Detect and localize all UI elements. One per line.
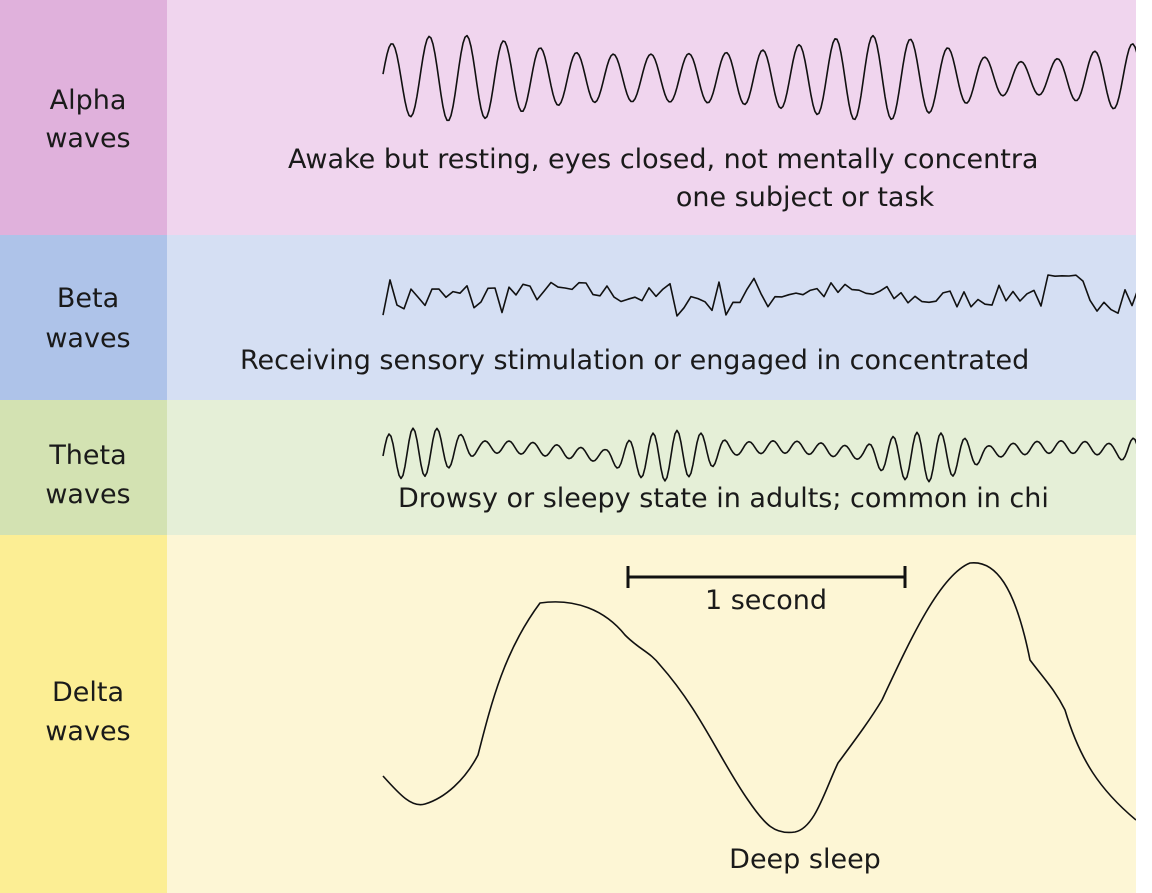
scale-bar-label: 1 second <box>705 585 827 616</box>
row-label: waves <box>45 323 130 354</box>
beta-wave <box>382 274 1136 317</box>
row-label: Alpha <box>50 85 127 116</box>
row-label: waves <box>45 716 130 747</box>
delta-bg <box>167 535 1136 893</box>
theta-bg <box>167 400 1136 535</box>
alpha-wave <box>382 34 1136 122</box>
row-description: Deep sleep <box>729 844 881 875</box>
row-label: Beta <box>57 283 119 314</box>
beta-label-bg <box>0 235 167 400</box>
row-label: waves <box>45 479 130 510</box>
alpha-bg <box>167 0 1136 235</box>
alpha-label-bg <box>0 0 167 235</box>
beta-bg <box>167 235 1136 400</box>
theta-wave <box>382 427 1136 483</box>
row-label: Theta <box>48 440 126 471</box>
delta-label-bg <box>0 535 167 893</box>
row-description: Drowsy or sleepy state in adults; common… <box>398 483 1049 514</box>
row-label: waves <box>45 123 130 154</box>
row-description: Awake but resting, eyes closed, not ment… <box>288 144 1038 175</box>
row-description: one subject or task <box>676 182 935 213</box>
delta-wave <box>382 562 1136 834</box>
row-description: Receiving sensory stimulation or engaged… <box>240 345 1029 376</box>
theta-label-bg <box>0 400 167 535</box>
row-label: Delta <box>52 677 124 708</box>
